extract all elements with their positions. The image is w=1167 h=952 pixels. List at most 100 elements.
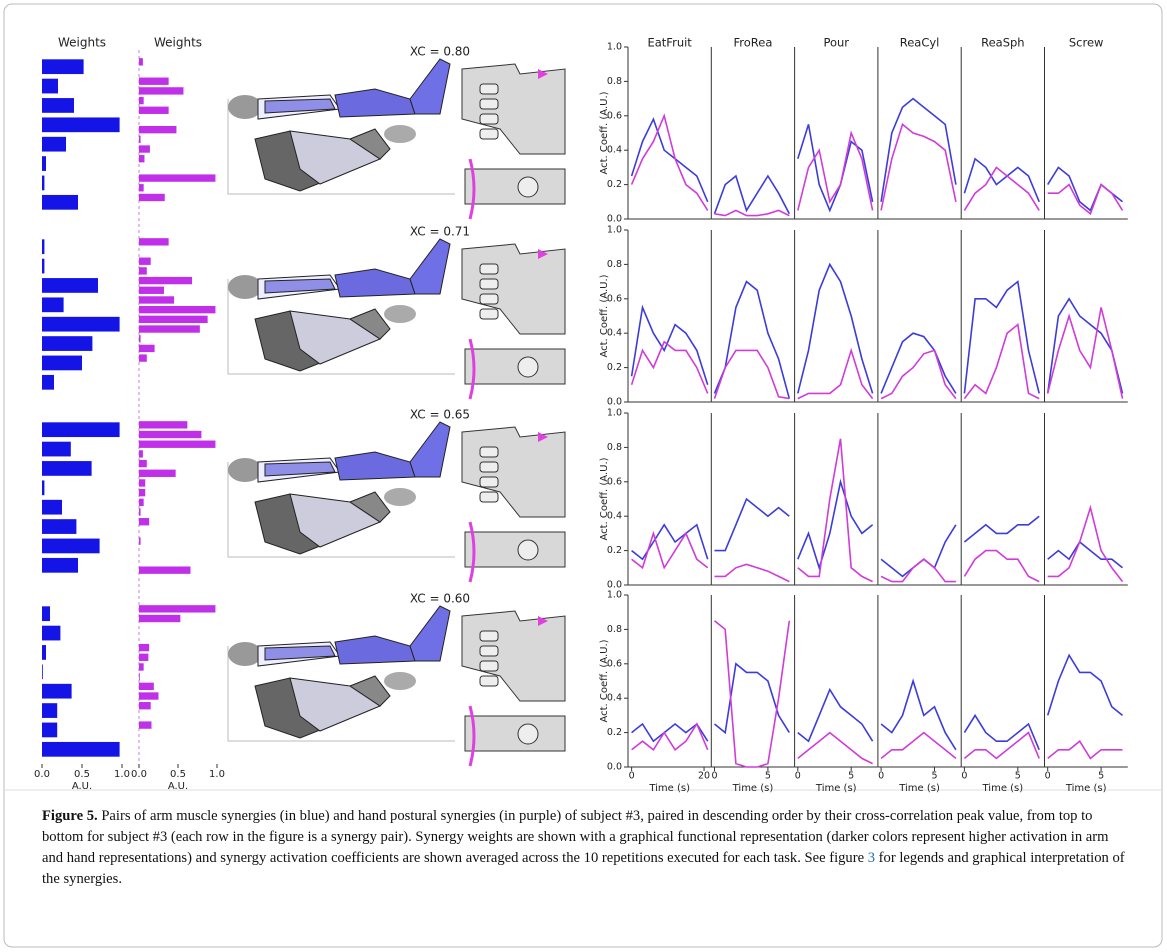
weight-bar [139, 296, 175, 304]
weight-bar [139, 663, 144, 671]
weight-bar [139, 498, 144, 507]
y-tick-label: 0.6 [607, 476, 622, 487]
xc-label: XC = 0.65 [410, 408, 470, 422]
weight-bar [139, 125, 177, 134]
activation-line [963, 731, 1040, 760]
weight-bar [42, 374, 54, 390]
weight-bar [42, 703, 58, 718]
weight-bar [42, 355, 82, 371]
weight-bar [42, 683, 72, 699]
y-tick-label: 0.2 [607, 362, 622, 373]
weight-bar [42, 499, 62, 515]
activation-line [880, 123, 957, 211]
x-tick-label: 0.5 [74, 769, 90, 780]
activation-line [713, 349, 790, 400]
y-tick-label: 0.0 [607, 397, 622, 408]
caption: Figure 5. Pairs of arm muscle synergies … [42, 806, 1132, 890]
x-tick-label: 5 [1098, 771, 1104, 782]
caption-text: Pairs of arm muscle synergies (in blue) … [42, 808, 1109, 866]
y-tick-label: 0.2 [607, 179, 622, 190]
xc-label: XC = 0.80 [410, 45, 470, 59]
y-tick-label: 0.8 [607, 442, 622, 453]
activation-line [963, 549, 1040, 583]
weight-bar [42, 645, 46, 660]
figure-ref[interactable]: 3 [867, 850, 876, 866]
activation-line [880, 524, 957, 578]
y-tick-label: 0.2 [607, 727, 622, 738]
weight-bar [139, 77, 169, 85]
weight-bar [139, 508, 141, 516]
y-tick-label: 0.0 [607, 580, 622, 591]
activation-line [1047, 504, 1124, 583]
weight-bar [42, 156, 46, 171]
activation-line [713, 174, 791, 215]
weight-bar [139, 58, 143, 66]
y-tick-label: 0.8 [607, 259, 622, 270]
weight-bar [139, 479, 146, 487]
x-tick-label: 0 [878, 771, 884, 782]
x-tick-label: 5 [931, 771, 937, 782]
activation-line [1046, 307, 1124, 399]
weight-bar [42, 194, 78, 210]
weight-bar [139, 469, 176, 477]
activation-line [631, 523, 709, 561]
x-tick-label: 0 [711, 771, 717, 782]
y-tick-label: 0.6 [607, 658, 622, 669]
y-axis-label: Act. Coeff. (A.U.) [599, 639, 610, 722]
x-tick-label: 5 [765, 771, 771, 782]
weight-bar [42, 136, 66, 152]
weight-bar [42, 316, 120, 332]
x-tick-label: 0.0 [34, 769, 50, 780]
task-title: ReaSph [981, 36, 1024, 50]
y-tick-label: 0.4 [607, 693, 622, 704]
weight-bar [139, 643, 150, 652]
activation-line [963, 166, 1040, 211]
weight-bar [139, 286, 164, 294]
weight-bar [139, 702, 151, 710]
weight-bar [42, 557, 78, 573]
y-tick-label: 1.0 [607, 408, 622, 419]
y-tick-label: 1.0 [607, 42, 622, 53]
x-axis-label: Time (s) [732, 783, 774, 794]
x-tick-label: 0.5 [170, 769, 186, 780]
activation-line [630, 304, 709, 386]
weight-bar [42, 59, 84, 75]
caption-label: Figure 5. [42, 808, 98, 824]
x-axis-label: Time (s) [1065, 783, 1107, 794]
activation-line [630, 340, 709, 394]
weight-bar [139, 459, 147, 468]
weight-bar [139, 96, 144, 105]
task-title: EatFruit [647, 36, 692, 50]
activation-line [963, 280, 1040, 394]
activation-line [714, 497, 790, 552]
activation-line [963, 157, 1040, 203]
y-tick-label: 0.6 [607, 110, 622, 121]
weight-bar [42, 297, 64, 313]
weight-bar [42, 741, 120, 757]
weight-bar [42, 519, 77, 534]
activation-line [1047, 540, 1124, 569]
y-tick-label: 0.0 [607, 762, 622, 773]
weight-bar [139, 174, 216, 182]
activation-line [880, 349, 957, 400]
y-tick-label: 0.2 [607, 545, 622, 556]
weight-bar [139, 566, 191, 574]
weight-bar [139, 354, 147, 362]
activation-line [797, 130, 874, 211]
y-tick-label: 1.0 [607, 225, 622, 236]
activation-line [797, 124, 874, 213]
x-axis-label: Time (s) [648, 783, 690, 794]
weight-bar [139, 135, 141, 144]
xc-label: XC = 0.60 [410, 592, 470, 606]
x-tick-label: 5 [848, 771, 854, 782]
x-axis-label: A.U. [72, 781, 92, 792]
weight-bar [42, 441, 71, 457]
activation-line [630, 117, 709, 203]
weight-bar [139, 721, 152, 729]
activation-line [880, 678, 957, 751]
arm-hand-drawing [226, 604, 567, 768]
activation-line [880, 332, 957, 394]
arm-hand-drawing [226, 57, 567, 221]
weight-bar [139, 276, 193, 285]
weight-bar [42, 538, 100, 554]
